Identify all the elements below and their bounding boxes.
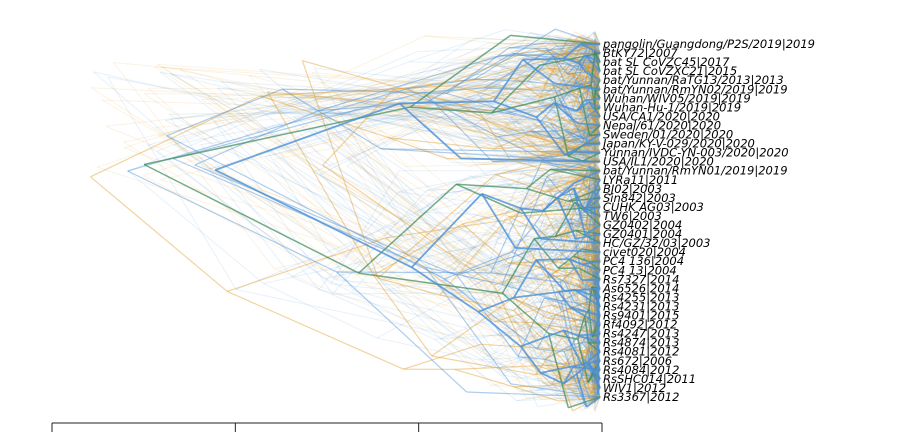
taxon-label: BtKY72|2007	[603, 46, 678, 60]
taxon-label: BJ02|2003	[603, 182, 662, 196]
taxon-label: Japan/KY-V-029/2020|2020	[601, 137, 755, 151]
taxon-labels: pangolin/Guangdong/P2S/2019|2019BtKY72|2…	[601, 37, 815, 404]
taxon-label: bat/Yunnan/RmYN02/2019|2019	[603, 82, 788, 96]
tree-sample	[311, 43, 601, 398]
taxon-label: Rs3367|2012	[603, 390, 679, 404]
taxon-label: Wuhan/WIV05/2019|2019	[603, 91, 751, 105]
taxon-label: TW6|2003	[603, 209, 662, 223]
time-axis	[51, 422, 603, 432]
taxon-label: bat SL CoVZXC21|2015	[603, 64, 737, 78]
tree-sample	[264, 43, 601, 403]
taxon-label: GZ0401|2004	[603, 227, 682, 241]
tree-sample	[214, 43, 601, 408]
tree-sample	[128, 35, 601, 401]
taxon-label: bat SL CoVZC45|2017	[603, 55, 730, 69]
taxon-label: Rs7327|2014	[603, 272, 679, 286]
tree-sample	[158, 32, 601, 398]
taxon-label: Rs4081|2012	[603, 345, 679, 359]
taxon-label: bat/Yunnan/RaTG13/2013|2013	[603, 73, 784, 87]
taxon-label: LYRa11|2011	[603, 173, 678, 187]
taxon-label: Rs672|2006	[603, 354, 672, 368]
taxon-label: Rs4084|2012	[603, 363, 679, 377]
taxon-label: Yunnan/IVDC-YN-003/2020|2020	[603, 146, 789, 160]
taxon-label: WIV1|2012	[603, 381, 666, 395]
taxon-label: USA/IL1/2020|2020	[603, 155, 714, 169]
taxon-label: Rs4255|2013	[603, 290, 679, 304]
taxon-label: As6526|2014	[602, 281, 679, 295]
taxon-label: USA/CA1/2020|2020	[603, 109, 720, 123]
tree-sample	[208, 43, 601, 398]
taxon-label: Rf4092|2012	[603, 318, 677, 332]
taxon-label: PC4 13|2004	[603, 263, 677, 277]
taxon-label: PC4 136|2004	[603, 254, 684, 268]
taxon-label: Sweden/01/2020|2020	[603, 128, 733, 142]
taxon-label: Rs4874|2013	[603, 336, 679, 350]
taxon-label: pangolin/Guangdong/P2S/2019|2019	[602, 37, 815, 51]
taxon-label: Wuhan-Hu-1/2019|2019	[603, 100, 741, 114]
taxon-label: Rs4231|2013	[603, 299, 679, 313]
tree-sample	[161, 43, 601, 398]
taxon-label: CUHK AG03|2003	[603, 200, 704, 214]
taxon-label: bat/Yunnan/RmYN01/2019|2019	[603, 164, 788, 178]
taxon-label: Sin842|2003	[603, 191, 676, 205]
tree-sample	[301, 35, 601, 412]
taxon-label: HC/GZ/32/03|2003	[603, 236, 711, 250]
taxon-label: civet020|2004	[603, 245, 686, 259]
taxon-label: Nepal/61/2020|2020	[603, 118, 721, 132]
taxon-label: Rs9401|2015	[603, 309, 679, 323]
taxon-label: RsSHC014|2011	[603, 372, 696, 386]
taxon-label: GZ0402|2004	[603, 218, 682, 232]
taxon-label: Rs4247|2013	[603, 327, 679, 341]
tree-cloud	[90, 28, 601, 412]
